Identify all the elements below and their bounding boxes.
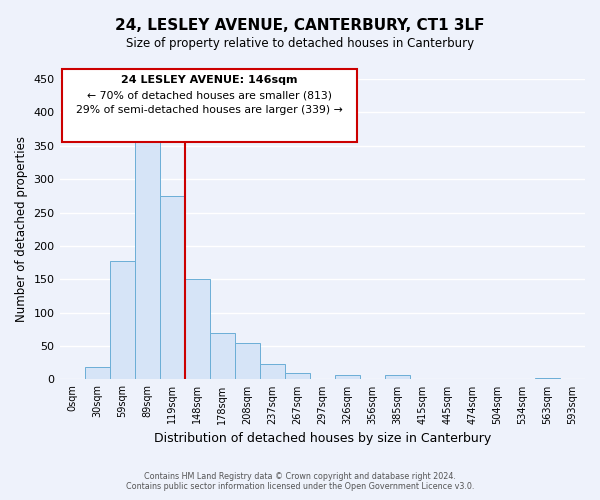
Bar: [185, 280, 209, 380]
Bar: [134, 137, 160, 380]
Bar: [535, 378, 560, 380]
X-axis label: Distribution of detached houses by size in Canterbury: Distribution of detached houses by size …: [154, 432, 491, 445]
Text: Size of property relative to detached houses in Canterbury: Size of property relative to detached ho…: [126, 38, 474, 51]
Text: Contains HM Land Registry data © Crown copyright and database right 2024.: Contains HM Land Registry data © Crown c…: [144, 472, 456, 481]
Bar: [85, 368, 110, 380]
Text: 29% of semi-detached houses are larger (339) →: 29% of semi-detached houses are larger (…: [76, 106, 343, 116]
Bar: [110, 262, 134, 380]
Text: Contains public sector information licensed under the Open Government Licence v3: Contains public sector information licen…: [126, 482, 474, 491]
Y-axis label: Number of detached properties: Number of detached properties: [15, 136, 28, 322]
Bar: [385, 375, 410, 380]
Bar: [209, 332, 235, 380]
Text: 24, LESLEY AVENUE, CANTERBURY, CT1 3LF: 24, LESLEY AVENUE, CANTERBURY, CT1 3LF: [115, 18, 485, 32]
Bar: [235, 342, 260, 380]
Bar: [260, 364, 285, 380]
Text: 24 LESLEY AVENUE: 146sqm: 24 LESLEY AVENUE: 146sqm: [121, 76, 298, 86]
Text: ← 70% of detached houses are smaller (813): ← 70% of detached houses are smaller (81…: [87, 90, 332, 101]
Bar: [160, 196, 185, 380]
Bar: [335, 376, 360, 380]
Bar: [285, 374, 310, 380]
